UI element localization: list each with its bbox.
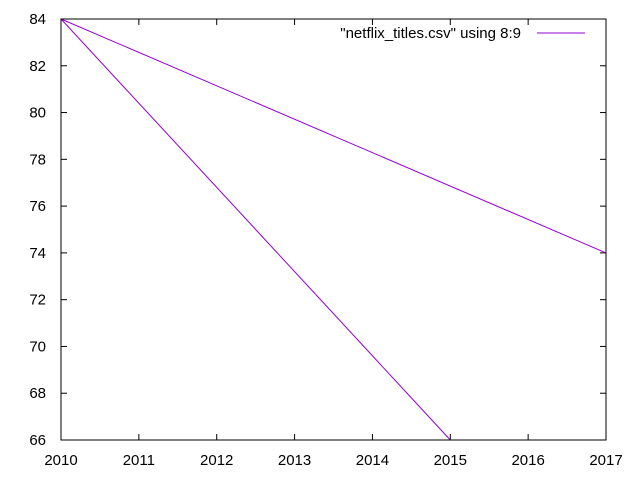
y-tick-labels: 66 68 70 72 74 76 78 80 82 84 [29, 11, 46, 449]
legend: "netflix_titles.csv" using 8:9 [340, 25, 585, 42]
y-tick-label: 80 [29, 105, 46, 122]
plot-frame [60, 18, 607, 441]
y-tick-label: 82 [29, 58, 46, 75]
x-tick-label: 2010 [44, 452, 77, 469]
y-tick-label: 68 [29, 385, 46, 402]
x-tick-label: 2015 [434, 452, 467, 469]
x-tick-label: 2011 [123, 452, 155, 469]
y-tick-label: 70 [29, 338, 46, 355]
x-tick-label: 2012 [200, 452, 233, 469]
tick-marks [60, 18, 607, 441]
x-tick-label: 2014 [356, 452, 389, 469]
y-tick-label: 66 [29, 432, 46, 449]
series-lines [60, 18, 607, 441]
y-tick-label: 74 [29, 245, 46, 262]
y-tick-label: 72 [29, 292, 46, 309]
y-tick-label: 84 [29, 11, 46, 28]
x-tick-label: 2013 [278, 452, 311, 469]
y-tick-label: 78 [29, 151, 46, 168]
x-tick-labels: 2010 2011 2012 2013 2014 2015 2016 2017 [44, 452, 622, 469]
series-line [60, 18, 607, 441]
x-tick-label: 2016 [511, 452, 544, 469]
x-tick-label: 2017 [589, 452, 622, 469]
legend-label: "netflix_titles.csv" using 8:9 [340, 25, 521, 42]
y-tick-label: 76 [29, 198, 46, 215]
